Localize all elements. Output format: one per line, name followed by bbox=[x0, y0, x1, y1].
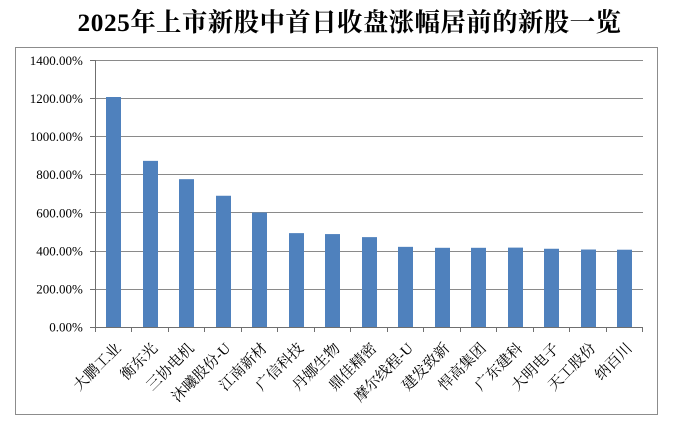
y-axis-tick-label: 1200.00% bbox=[30, 91, 83, 106]
bar bbox=[435, 247, 450, 328]
bar bbox=[106, 97, 121, 328]
y-axis-tick-label: 800.00% bbox=[36, 167, 83, 182]
chart-area: 0.00% 200.00% 400.00% 600.00% 800.00% 1000.00… bbox=[15, 47, 658, 415]
bar bbox=[617, 249, 632, 328]
y-axis-tick-label: 600.00% bbox=[36, 205, 83, 220]
y-axis-tick-label: 1400.00% bbox=[30, 53, 83, 68]
bar bbox=[143, 160, 158, 328]
y-axis-tick-label: 200.00% bbox=[36, 282, 83, 297]
bar-chart: 0.00% 200.00% 400.00% 600.00% 800.00% 1000.00… bbox=[30, 53, 643, 406]
x-axis-category-label: 大鹏工业 bbox=[70, 340, 124, 394]
bar bbox=[471, 247, 486, 328]
x-axis-category-label: 纳百川 bbox=[591, 339, 636, 384]
bar bbox=[179, 179, 194, 328]
bar bbox=[216, 195, 231, 328]
bar bbox=[544, 248, 559, 328]
bar bbox=[362, 237, 377, 328]
bar bbox=[252, 212, 267, 328]
bar bbox=[325, 234, 340, 328]
y-axis-tick-label: 1000.00% bbox=[30, 129, 83, 144]
chart-title: 2025年上市新股中首日收盘涨幅居前的新股一览 bbox=[77, 9, 622, 37]
bar bbox=[289, 233, 304, 328]
y-axis-tick-label: 400.00% bbox=[36, 243, 83, 258]
bar bbox=[398, 246, 413, 328]
y-axis-tick-label: 0.00% bbox=[49, 320, 83, 335]
bar bbox=[581, 249, 596, 328]
bar bbox=[508, 247, 523, 328]
